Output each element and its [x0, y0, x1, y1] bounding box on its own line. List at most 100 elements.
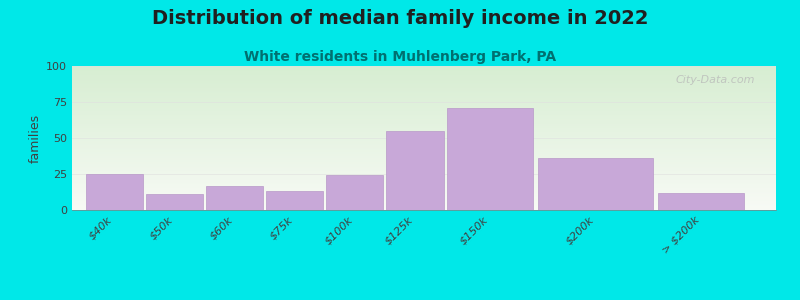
Bar: [72, 86, 776, 87]
Bar: [72, 84, 776, 85]
Bar: [72, 74, 776, 75]
Bar: [72, 137, 776, 138]
Bar: [538, 158, 653, 210]
Bar: [72, 138, 776, 139]
Bar: [72, 109, 776, 110]
Bar: [72, 67, 776, 68]
Bar: [72, 129, 776, 130]
Bar: [72, 182, 776, 183]
Bar: [72, 68, 776, 69]
Bar: [72, 203, 776, 204]
Bar: [72, 134, 776, 135]
Bar: [72, 87, 776, 88]
Bar: [72, 144, 776, 145]
Bar: [72, 157, 776, 158]
Bar: [72, 102, 776, 103]
Bar: [72, 79, 776, 80]
Text: White residents in Muhlenberg Park, PA: White residents in Muhlenberg Park, PA: [244, 50, 556, 64]
Bar: [72, 104, 776, 105]
Bar: [72, 141, 776, 142]
Bar: [72, 145, 776, 146]
Bar: [72, 76, 776, 77]
Bar: [72, 97, 776, 98]
Text: Distribution of median family income in 2022: Distribution of median family income in …: [152, 9, 648, 28]
Bar: [72, 148, 776, 149]
Bar: [72, 169, 776, 170]
Bar: [72, 207, 776, 208]
Bar: [72, 72, 776, 73]
Bar: [72, 156, 776, 157]
Bar: [72, 85, 776, 86]
Bar: [72, 135, 776, 136]
Bar: [72, 188, 776, 189]
Bar: [72, 136, 776, 137]
Bar: [72, 108, 776, 109]
Bar: [146, 194, 203, 210]
Bar: [72, 146, 776, 147]
Bar: [72, 80, 776, 81]
Bar: [72, 92, 776, 93]
Bar: [72, 112, 776, 113]
Bar: [72, 155, 776, 156]
Bar: [72, 195, 776, 196]
Bar: [72, 73, 776, 74]
Bar: [72, 154, 776, 155]
Bar: [72, 205, 776, 206]
Bar: [72, 173, 776, 174]
Bar: [72, 183, 776, 184]
Bar: [72, 81, 776, 82]
Bar: [72, 131, 776, 132]
Bar: [72, 201, 776, 202]
Bar: [72, 115, 776, 116]
Bar: [72, 99, 776, 100]
Bar: [72, 143, 776, 144]
Bar: [206, 185, 263, 210]
Bar: [72, 193, 776, 194]
Bar: [72, 89, 776, 90]
Bar: [72, 166, 776, 167]
Bar: [72, 132, 776, 133]
Bar: [72, 119, 776, 120]
Bar: [72, 176, 776, 177]
Bar: [72, 123, 776, 124]
Bar: [72, 91, 776, 92]
Bar: [72, 186, 776, 187]
Bar: [72, 94, 776, 95]
Bar: [72, 114, 776, 115]
Bar: [72, 122, 776, 123]
Bar: [72, 95, 776, 96]
Bar: [72, 118, 776, 119]
Bar: [72, 192, 776, 193]
Bar: [266, 191, 323, 210]
Bar: [72, 140, 776, 141]
Bar: [447, 108, 533, 210]
Bar: [72, 110, 776, 111]
Bar: [72, 179, 776, 180]
Bar: [72, 85, 776, 86]
Bar: [72, 150, 776, 151]
Bar: [86, 174, 142, 210]
Bar: [72, 165, 776, 166]
Bar: [72, 170, 776, 171]
Bar: [72, 198, 776, 199]
Bar: [72, 151, 776, 152]
Bar: [72, 100, 776, 101]
Bar: [72, 107, 776, 108]
Bar: [72, 181, 776, 182]
Bar: [72, 106, 776, 107]
Bar: [72, 200, 776, 201]
Bar: [72, 168, 776, 169]
Bar: [72, 96, 776, 97]
Bar: [72, 127, 776, 128]
Bar: [72, 126, 776, 127]
Bar: [72, 101, 776, 102]
Bar: [72, 208, 776, 209]
Bar: [72, 190, 776, 191]
Bar: [72, 185, 776, 186]
Bar: [72, 128, 776, 129]
Bar: [72, 197, 776, 198]
Bar: [72, 161, 776, 162]
Bar: [72, 121, 776, 122]
Bar: [72, 88, 776, 89]
Bar: [658, 193, 744, 210]
